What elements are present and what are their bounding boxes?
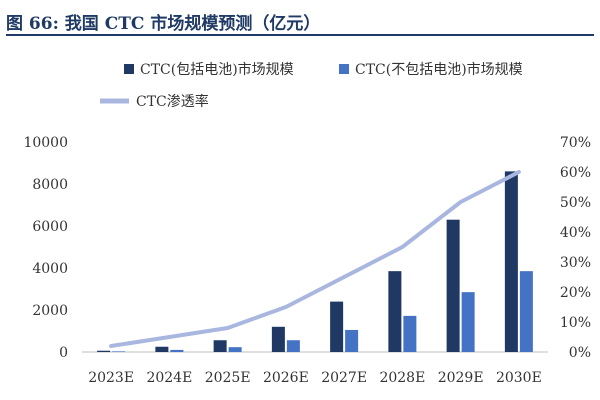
y-right-tick-label: 70% — [560, 135, 591, 151]
legend: CTC(包括电池)市场规模 CTC(不包括电池)市场规模 CTC渗透率 — [100, 61, 523, 110]
bar-excl-battery — [286, 340, 300, 352]
y-left-tick-label: 2000 — [32, 303, 68, 319]
y-right-tick-label: 20% — [560, 285, 591, 301]
y-right-tick-label: 50% — [560, 195, 591, 211]
figure-title: 图 66: 我国 CTC 市场规模预测（亿元） — [6, 14, 321, 34]
y-right-tick-label: 40% — [560, 225, 591, 241]
legend-label-excl: CTC(不包括电池)市场规模 — [355, 61, 523, 78]
y-right-tick-label: 60% — [560, 165, 591, 181]
x-tick-label: 2028E — [379, 370, 425, 386]
x-tick-label: 2023E — [88, 370, 134, 386]
bar-excl-battery — [519, 271, 533, 352]
y-right-tick-label: 30% — [560, 255, 591, 271]
figure-title-bar: 图 66: 我国 CTC 市场规模预测（亿元） — [6, 4, 594, 36]
bar-excl-battery — [228, 347, 242, 352]
x-tick-label: 2026E — [263, 370, 309, 386]
bar-excl-battery — [112, 351, 126, 352]
axes: 0 2000 4000 6000 8000 10000 0% 10% 20% 30% 40% 50% 6… — [23, 135, 591, 386]
bar-incl-battery — [504, 171, 518, 352]
bar-excl-battery — [461, 292, 475, 352]
penetration-rate-line — [109, 170, 521, 348]
bar-excl-battery — [345, 329, 359, 352]
legend-swatch-incl — [124, 64, 134, 74]
bar-incl-battery — [155, 346, 169, 352]
legend-label-rate: CTC渗透率 — [136, 93, 209, 110]
y-right-tick-label: 0% — [569, 345, 591, 361]
y-left-tick-label: 6000 — [32, 219, 68, 235]
penetration-line — [109, 170, 521, 348]
bar-incl-battery — [330, 301, 344, 352]
bar-incl-battery — [271, 326, 285, 352]
bar-incl-battery — [446, 219, 460, 352]
bar-incl-battery — [97, 350, 111, 352]
x-tick-label: 2029E — [438, 370, 484, 386]
x-tick-label: 2024E — [146, 370, 192, 386]
x-tick-label: 2030E — [496, 370, 542, 386]
legend-swatch-excl — [339, 64, 349, 74]
y-right-tick-label: 10% — [560, 315, 591, 331]
bars — [97, 171, 533, 352]
y-left-tick-label: 0 — [59, 345, 68, 361]
y-left-tick-label: 8000 — [32, 177, 68, 193]
bar-incl-battery — [388, 271, 402, 352]
y-left-tick-label: 10000 — [23, 135, 68, 151]
x-tick-label: 2027E — [321, 370, 367, 386]
legend-label-incl: CTC(包括电池)市场规模 — [140, 61, 294, 78]
x-tick-label: 2025E — [205, 370, 251, 386]
y-left-tick-label: 4000 — [32, 261, 68, 277]
bar-excl-battery — [403, 315, 417, 352]
bar-excl-battery — [170, 349, 184, 352]
bar-incl-battery — [213, 340, 227, 352]
